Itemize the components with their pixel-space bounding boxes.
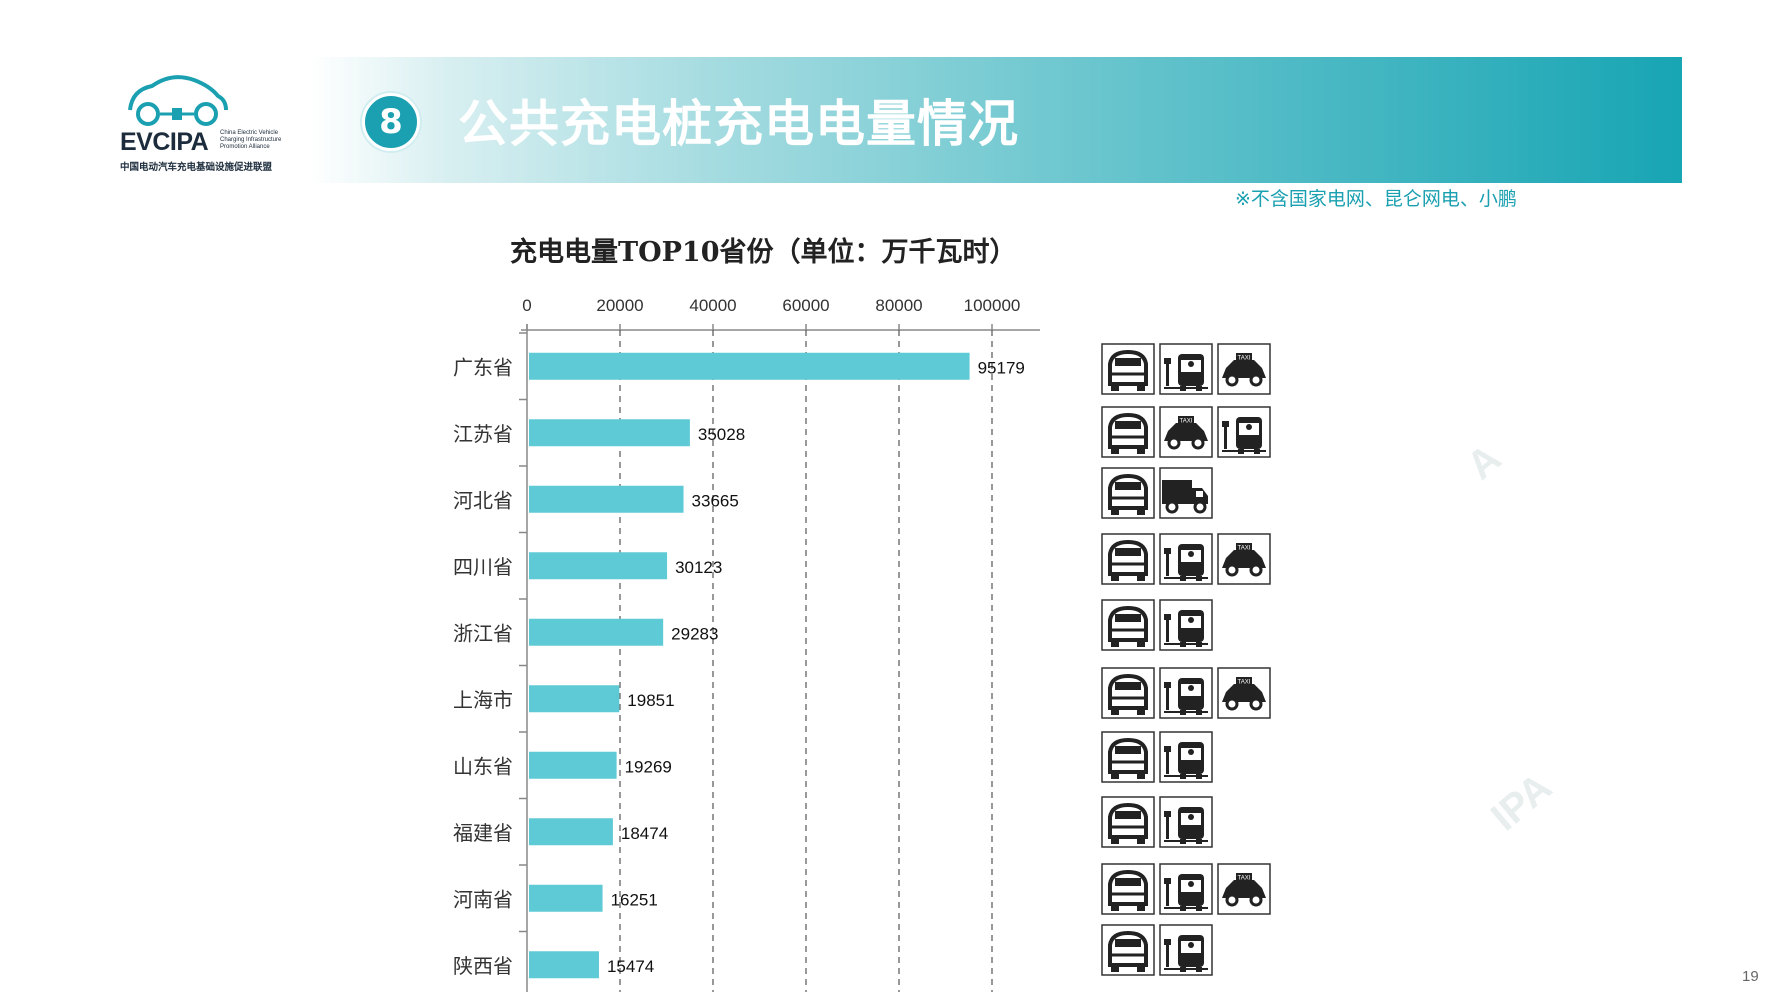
chart-title: 充电电量TOP10省份（单位：万千瓦时） [510, 236, 1017, 268]
category-label: 广东省 [453, 355, 513, 379]
value-label: 33665 [692, 491, 739, 510]
evcipa-logo: EVCIPA China Electric Vehicle Charging I… [110, 70, 300, 180]
bus-icon [1159, 924, 1213, 976]
car-icon [1101, 533, 1155, 585]
value-label: 29283 [671, 624, 718, 643]
value-label: 19851 [627, 691, 674, 710]
value-label: 16251 [611, 890, 658, 909]
taxi-icon: TAXI [1217, 533, 1271, 585]
value-label: 15474 [607, 957, 654, 976]
car-icon [1101, 796, 1155, 848]
bar [529, 751, 617, 779]
logo-english-line: China Electric Vehicle Charging Infrastr… [220, 130, 282, 150]
car-icon [1101, 467, 1155, 519]
category-label: 上海市 [453, 688, 513, 712]
footnote: ※不含国家电网、昆仑网电、小鹏 [1235, 188, 1517, 210]
bus-icon [1217, 406, 1271, 458]
page-number: 19 [1742, 968, 1759, 985]
category-label: 陕西省 [453, 954, 513, 978]
taxi-icon: TAXI [1159, 406, 1213, 458]
value-label: 35028 [698, 425, 745, 444]
taxi-icon: TAXI [1217, 343, 1271, 395]
bus-icon [1159, 343, 1213, 395]
car-plug-logo-icon [128, 75, 228, 126]
bar [529, 618, 664, 646]
category-label: 河南省 [453, 887, 513, 911]
x-tick-label: 100000 [964, 296, 1021, 315]
bar [529, 884, 603, 912]
value-label: 30123 [675, 558, 722, 577]
category-label: 江苏省 [453, 422, 513, 446]
bar [529, 951, 599, 979]
value-label: 19269 [625, 757, 672, 776]
bar [529, 485, 684, 513]
category-label: 福建省 [453, 821, 513, 845]
bar [529, 552, 668, 580]
value-label: 18474 [621, 824, 668, 843]
bus-icon [1159, 796, 1213, 848]
x-tick-label: 0 [522, 296, 531, 315]
taxi-icon: TAXI [1217, 863, 1271, 915]
taxi-sign-text: TAXI [1238, 546, 1251, 552]
taxi-sign-text: TAXI [1238, 356, 1251, 362]
logo-name: EVCIPA [120, 128, 209, 156]
category-label: 河北省 [453, 488, 513, 512]
value-label: 95179 [978, 358, 1025, 377]
car-icon [1101, 731, 1155, 783]
category-label: 山东省 [453, 754, 513, 778]
bus-icon [1159, 731, 1213, 783]
truck-icon [1159, 467, 1213, 519]
page-title: 公共充电桩充电电量情况 [458, 95, 1019, 153]
x-tick-label: 40000 [689, 296, 736, 315]
category-label: 浙江省 [453, 621, 513, 645]
bus-icon [1159, 533, 1213, 585]
car-icon [1101, 667, 1155, 719]
x-tick-label: 20000 [596, 296, 643, 315]
title-banner [310, 57, 1682, 183]
section-number-badge: 8 [362, 93, 420, 151]
car-icon [1101, 599, 1155, 651]
logo-chinese-line: 中国电动汽车充电基础设施促进联盟 [120, 162, 273, 173]
car-icon [1101, 863, 1155, 915]
bar [529, 419, 690, 447]
bar [529, 818, 613, 846]
taxi-sign-text: TAXI [1180, 419, 1193, 425]
taxi-sign-text: TAXI [1238, 876, 1251, 882]
taxi-sign-text: TAXI [1238, 680, 1251, 686]
x-tick-label: 80000 [875, 296, 922, 315]
bus-icon [1159, 667, 1213, 719]
bus-icon [1159, 863, 1213, 915]
car-icon [1101, 343, 1155, 395]
bus-icon [1159, 599, 1213, 651]
car-icon [1101, 406, 1155, 458]
bar [529, 685, 620, 713]
car-icon [1101, 924, 1155, 976]
x-tick-label: 60000 [782, 296, 829, 315]
taxi-icon: TAXI [1217, 667, 1271, 719]
category-label: 四川省 [453, 555, 513, 579]
bar [529, 352, 970, 380]
